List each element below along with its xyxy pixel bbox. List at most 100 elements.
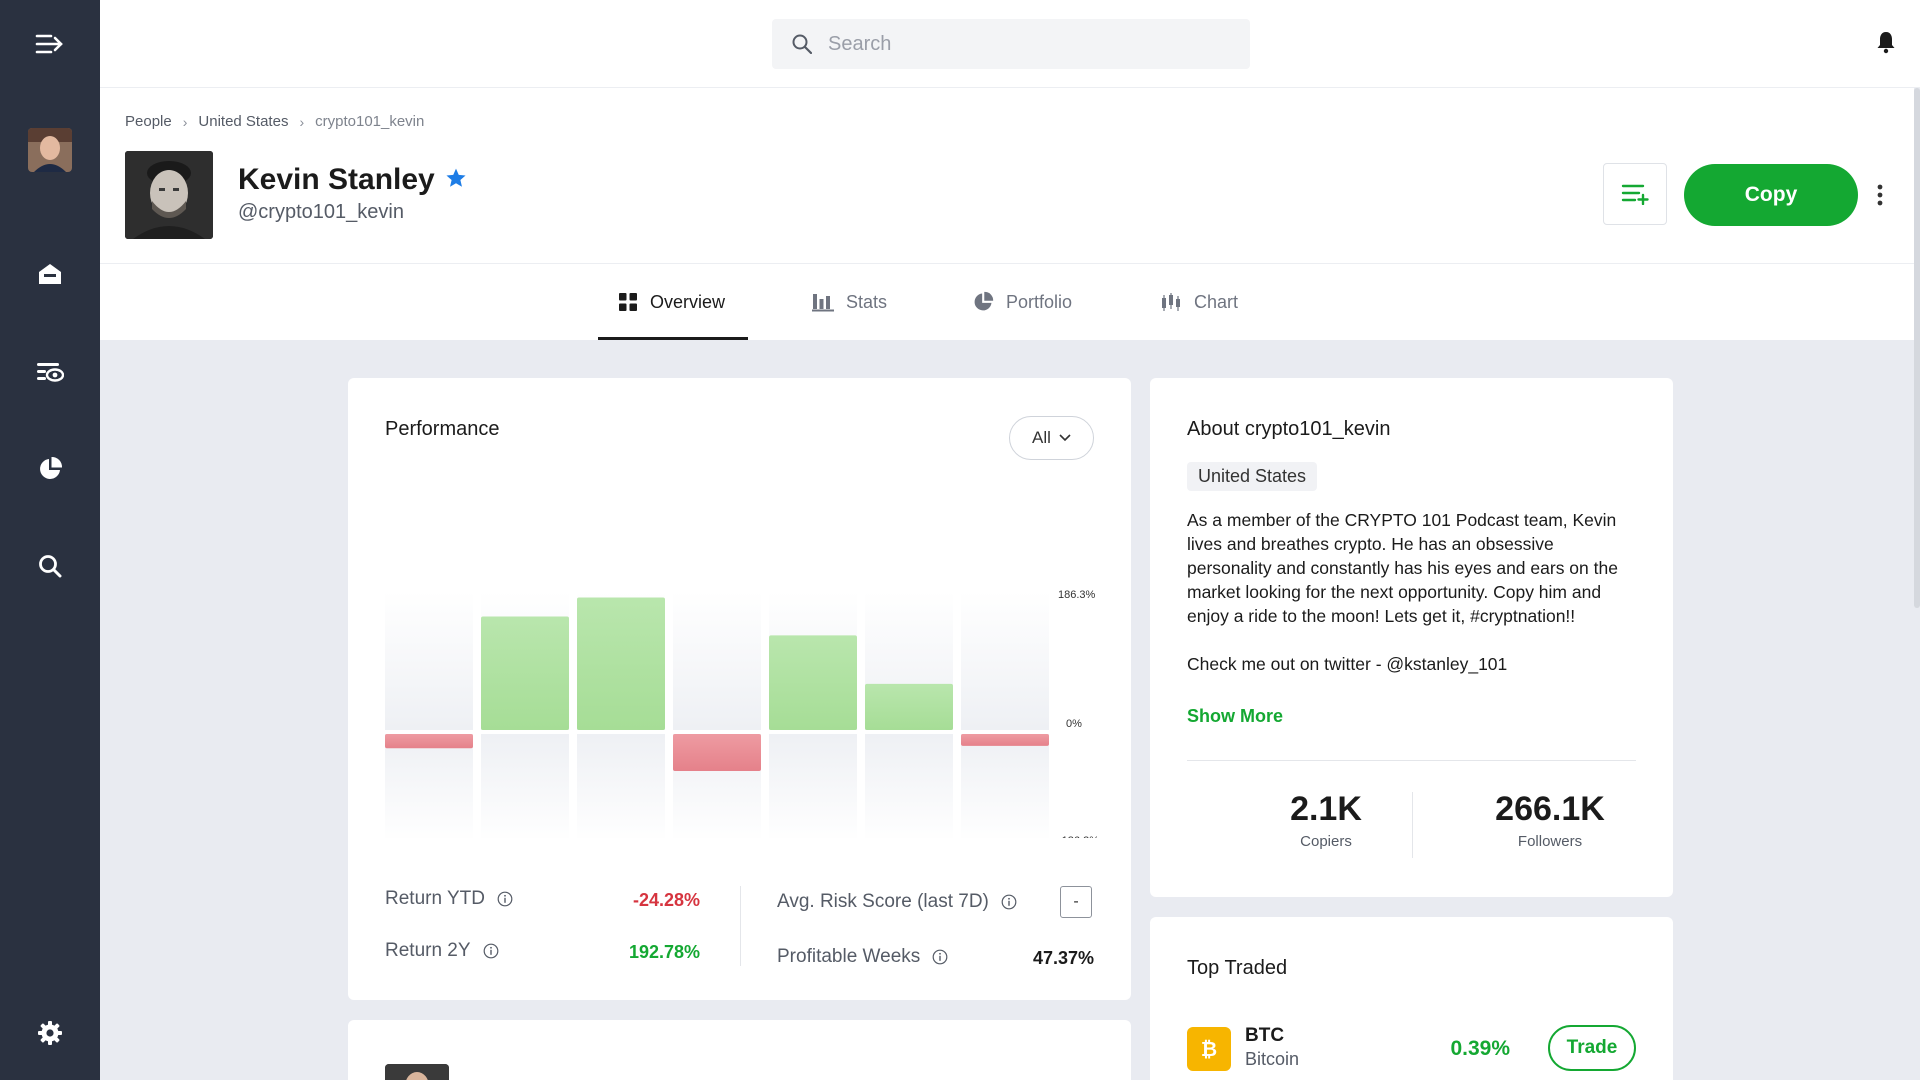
return-ytd-label: Return YTD (385, 888, 513, 910)
performance-card: Performance All 186.3%0%-186. (348, 378, 1131, 1000)
bar-background (769, 734, 857, 838)
profile-header: People › United States › crypto101_kevin… (100, 88, 1914, 264)
chevron-right-icon: › (182, 113, 188, 130)
bio-paragraph: As a member of the CRYPTO 101 Podcast te… (1187, 510, 1618, 626)
risk-score-label: Avg. Risk Score (last 7D) (777, 891, 1017, 913)
info-icon[interactable] (1001, 894, 1017, 910)
profitable-weeks-label-text: Profitable Weeks (777, 946, 921, 967)
breadcrumb-people[interactable]: People (125, 113, 172, 130)
chart-bar-2023[interactable] (769, 635, 857, 730)
tab-overview[interactable]: Overview (618, 264, 725, 340)
chevron-down-icon (1059, 434, 1071, 442)
svg-text:₿: ₿ (1201, 1037, 1217, 1061)
risk-score-value: - (1060, 886, 1092, 918)
profile-name-text: Kevin Stanley (238, 163, 435, 196)
home-icon[interactable] (0, 244, 100, 304)
performance-chart: 186.3%0%-186.3% 201920202021202220232024… (385, 589, 1099, 838)
about-bio: As a member of the CRYPTO 101 Podcast te… (1187, 508, 1637, 700)
about-card: About crypto101_kevin United States As a… (1150, 378, 1673, 897)
search-box[interactable] (772, 19, 1250, 69)
metrics-divider (740, 886, 741, 966)
search-icon (792, 34, 812, 54)
tab-chart-label: Chart (1194, 291, 1239, 312)
top-traded-title: Top Traded (1187, 957, 1288, 979)
bar-background (673, 591, 761, 730)
watchlist-icon[interactable] (0, 342, 100, 402)
tab-overview-label: Overview (650, 291, 726, 312)
copiers-stat: 2.1K Copiers (1226, 790, 1426, 850)
breadcrumb-current: crypto101_kevin (315, 113, 425, 130)
notifications-bell-icon[interactable] (1876, 30, 1896, 59)
search-input[interactable] (828, 32, 1228, 56)
bar-background (961, 591, 1049, 730)
range-dropdown-value: All (1032, 428, 1051, 447)
chart-bar-2025[interactable] (961, 734, 1049, 746)
tab-chart[interactable]: Chart (1160, 264, 1238, 340)
performance-title: Performance (385, 418, 500, 440)
profile-avatar (125, 151, 213, 239)
show-more-link[interactable]: Show More (1187, 706, 1284, 726)
tab-stats-label: Stats (846, 291, 888, 312)
discover-icon[interactable] (0, 536, 100, 596)
tab-portfolio-label: Portfolio (1006, 291, 1073, 312)
stats-bar-icon (812, 294, 834, 312)
profile-tabs: Overview Stats Portfolio Chart (100, 264, 1914, 340)
info-icon[interactable] (497, 891, 513, 907)
return-ytd-label-text: Return YTD (385, 888, 485, 909)
overview-grid-icon (619, 293, 637, 311)
about-title: About crypto101_kevin (1187, 418, 1391, 440)
info-icon[interactable] (932, 949, 948, 965)
asset-symbol[interactable]: BTC (1245, 1025, 1285, 1046)
top-traded-card: Top Traded ₿ BTC Bitcoin 0.39% Trade (1150, 917, 1673, 1080)
bitcoin-icon: ₿ (1187, 1027, 1231, 1071)
tab-stats[interactable]: Stats (812, 264, 887, 340)
portfolio-pie-icon (974, 291, 994, 311)
profile-name: Kevin Stanley (238, 163, 467, 197)
bar-background (865, 734, 953, 838)
portfolio-icon[interactable] (0, 439, 100, 499)
return-ytd-value: -24.28% (632, 890, 700, 910)
stat-divider (1412, 792, 1413, 858)
asset-name: Bitcoin (1245, 1049, 1300, 1069)
more-options-icon[interactable] (1870, 180, 1890, 210)
feed-avatar (385, 1064, 449, 1080)
followers-label: Followers (1517, 833, 1583, 850)
range-dropdown[interactable]: All (1009, 416, 1094, 460)
feed-card (348, 1020, 1131, 1080)
followers-value: 266.1K (1495, 790, 1605, 828)
trade-button[interactable]: Trade (1548, 1025, 1636, 1071)
add-to-watchlist-button[interactable] (1603, 163, 1667, 225)
y-tick-label: 0% (1066, 718, 1082, 730)
bar-background (385, 734, 473, 838)
page-scrollbar[interactable] (1914, 88, 1920, 608)
chart-bar-2020[interactable] (481, 616, 569, 730)
chart-bar-2019[interactable] (385, 734, 473, 749)
user-avatar[interactable] (28, 128, 72, 172)
bar-background (577, 734, 665, 838)
bar-background (385, 591, 473, 730)
chart-bar-2022[interactable] (673, 734, 761, 771)
profitable-weeks-label: Profitable Weeks (777, 946, 948, 968)
chart-bar-2021[interactable] (577, 597, 665, 730)
menu-expand-icon[interactable] (0, 14, 100, 74)
risk-score-label-text: Avg. Risk Score (last 7D) (777, 891, 989, 912)
sidebar (0, 0, 100, 1080)
settings-icon[interactable] (0, 1003, 100, 1063)
copy-button[interactable]: Copy (1684, 164, 1858, 226)
about-divider (1187, 760, 1636, 761)
chevron-right-icon: › (299, 113, 305, 130)
chart-bar-2024[interactable] (865, 683, 953, 730)
info-icon[interactable] (483, 943, 499, 959)
return-2y-label-text: Return 2Y (385, 940, 471, 961)
bio-twitter: Check me out on twitter - @kstanley_101 (1187, 654, 1508, 674)
return-2y-value: 192.78% (628, 942, 700, 962)
bar-background (961, 734, 1049, 838)
breadcrumb: People › United States › crypto101_kevin (125, 113, 424, 130)
tab-portfolio[interactable]: Portfolio (972, 264, 1072, 340)
profile-handle: @crypto101_kevin (238, 201, 404, 223)
profitable-weeks-value: 47.37% (1032, 948, 1094, 968)
performance-metrics: Return YTD -24.28% Return 2Y 192.78% Avg… (348, 866, 1131, 976)
breadcrumb-country[interactable]: United States (198, 113, 289, 130)
copiers-label: Copiers (1300, 833, 1352, 850)
y-tick-label: 186.3% (1058, 589, 1096, 601)
